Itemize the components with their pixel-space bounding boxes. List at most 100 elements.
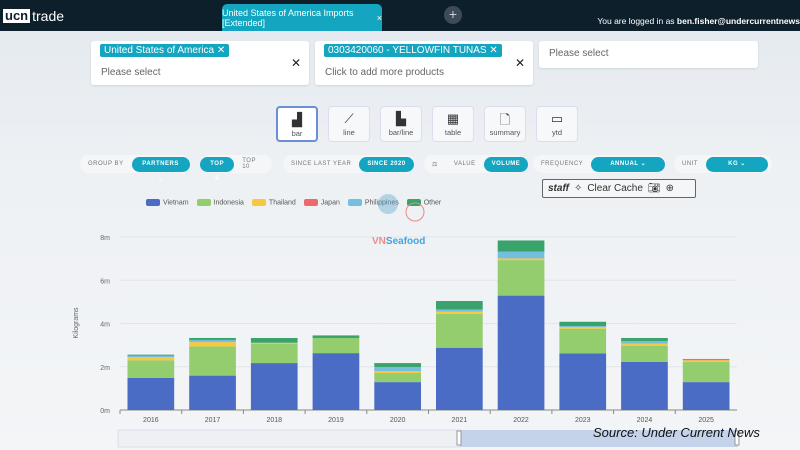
bar-segment-vietnam-2020[interactable] (374, 382, 421, 410)
bar-segment-philippines-2022[interactable] (497, 251, 545, 259)
bar-segment-other-2023[interactable] (559, 321, 607, 327)
bar-segment-vietnam-2025[interactable] (682, 382, 730, 410)
bar-segment-thailand-2024[interactable] (621, 343, 668, 346)
navigator-selection[interactable] (460, 430, 738, 447)
bar-segment-vietnam-2017[interactable] (189, 375, 236, 410)
bar-segment-other-2021[interactable] (436, 301, 483, 310)
bar-segment-thailand-2018[interactable] (250, 342, 298, 344)
chart-type-summary[interactable]: 🗋 summary (484, 106, 526, 142)
tab-usa-imports[interactable]: United States of America Imports [Extend… (222, 4, 382, 31)
bar-segment-philippines-2017[interactable] (189, 339, 236, 343)
since-last-year-button[interactable]: SINCE LAST YEAR (291, 161, 352, 167)
bar-segment-thailand-2016[interactable] (127, 357, 175, 361)
bar-segment-japan-2025[interactable] (682, 358, 730, 361)
partner-filter[interactable]: Please select (539, 41, 758, 68)
bar-segment-other-2018[interactable] (250, 337, 298, 343)
bar-segment-indonesia-2018[interactable] (250, 343, 298, 364)
bar-segment-thailand-2020[interactable] (374, 371, 421, 374)
bar-segment-indonesia-2017[interactable] (189, 346, 236, 376)
country-chip[interactable]: United States of America ✕ (100, 44, 230, 57)
group-by-select[interactable]: PARTNERS ⌄ (131, 156, 190, 182)
bar-segment-indonesia-2022[interactable] (497, 260, 545, 296)
bar-segment-thailand-2023[interactable] (559, 326, 607, 329)
bar-segment-philippines-2021[interactable] (436, 309, 483, 312)
clear-cache-button[interactable]: Clear Cache (587, 183, 643, 194)
bar-segment-indonesia-2020[interactable] (374, 373, 421, 383)
bar-segment-vietnam-2024[interactable] (621, 361, 668, 410)
bar-segment-indonesia-2024[interactable] (621, 345, 668, 362)
product-placeholder: Click to add more products (325, 67, 444, 78)
bar-segment-vietnam-2019[interactable] (312, 353, 360, 410)
source-caption: Source: Under Current News (593, 425, 760, 440)
table-icon: ▦ (446, 111, 460, 126)
x-tick-label: 2022 (513, 417, 529, 424)
value-button[interactable]: VALUE (453, 161, 476, 167)
bar-segment-vietnam-2023[interactable] (559, 353, 607, 410)
navigator-handle-right[interactable] (734, 430, 740, 446)
bar-segment-other-2024[interactable] (621, 337, 668, 342)
legend-swatch (406, 199, 421, 206)
x-tick-label: 2023 (575, 417, 591, 424)
chart-type-bar[interactable]: ▟ bar (276, 106, 318, 142)
y-tick-label: 8m (100, 235, 110, 242)
legend-item-vietnam[interactable]: Vietnam (146, 199, 189, 206)
bar-segment-thailand-2017[interactable] (189, 342, 236, 347)
bar-segment-thailand-2022[interactable] (497, 258, 545, 261)
clear-icon[interactable]: ✕ (515, 56, 526, 70)
bar-segment-vietnam-2022[interactable] (497, 295, 545, 410)
top5-button[interactable]: TOP 5 (200, 156, 235, 182)
close-icon[interactable]: × (376, 12, 382, 23)
bar-segment-other-2016[interactable] (127, 354, 175, 356)
bar-segment-other-2022[interactable] (497, 240, 545, 252)
legend-swatch (303, 199, 318, 206)
bar-segment-vietnam-2021[interactable] (436, 347, 483, 410)
legend-item-japan[interactable]: Japan (303, 199, 340, 206)
legend-swatch (146, 199, 160, 206)
ucn-trade-logo[interactable]: ucn trade (3, 8, 65, 24)
bar-segment-other-2017[interactable] (189, 337, 236, 340)
bar-segment-philippines-2023[interactable] (559, 326, 607, 327)
bar-segment-indonesia-2025[interactable] (682, 361, 730, 383)
chart-type-table[interactable]: ▦ table (432, 106, 474, 142)
country-filter[interactable]: United States of America ✕ Please select… (91, 41, 309, 85)
frequency-select[interactable]: ANNUAL ⌄ (591, 156, 666, 172)
y-tick-label: 0m (100, 408, 110, 415)
bar-segment-other-2020[interactable] (374, 363, 421, 367)
chart-type-line[interactable]: ⟋ line (328, 106, 370, 142)
bar-segment-vietnam-2016[interactable] (127, 377, 175, 410)
volume-button[interactable]: VOLUME (483, 156, 529, 172)
legend-item-indonesia[interactable]: Indonesia (196, 199, 244, 206)
bar-segment-indonesia-2023[interactable] (559, 328, 607, 354)
chart-type-ytd[interactable]: ▭ ytd (536, 106, 578, 142)
camera-icon[interactable]: 📷︎ (647, 183, 661, 194)
top10-button[interactable]: TOP 10 (242, 158, 256, 170)
sparkle-icon: ✧ (573, 183, 583, 194)
bar-segment-philippines-2024[interactable] (621, 341, 668, 344)
new-tab-button[interactable]: + (444, 6, 462, 24)
bar-segment-thailand-2025[interactable] (682, 360, 730, 362)
login-status: You are logged in as ben.fisher@undercur… (597, 16, 800, 26)
bar-segment-indonesia-2019[interactable] (312, 337, 360, 354)
legend-item-other[interactable]: Other (406, 199, 441, 206)
clear-icon[interactable]: ✕ (291, 56, 302, 70)
legend-item-thailand[interactable]: Thailand (251, 199, 296, 206)
bar-segment-philippines-2016[interactable] (127, 355, 175, 358)
bar-segment-indonesia-2021[interactable] (436, 313, 483, 348)
tab-label: United States of America Imports [Extend… (222, 7, 354, 28)
bar-segment-vietnam-2018[interactable] (250, 363, 298, 410)
navigator-track[interactable] (117, 429, 461, 448)
bar-segment-thailand-2021[interactable] (436, 311, 483, 314)
product-chip[interactable]: 0303420060 - YELLOWFIN TUNAS ✕ (324, 44, 502, 57)
add-circle-icon[interactable]: ⊕ (665, 183, 675, 194)
since-2020-button[interactable]: SINCE 2020 (359, 156, 414, 172)
unit-select[interactable]: KG ⌄ (706, 156, 768, 172)
chart-type-bar-line[interactable]: ▙ bar/line (380, 106, 422, 142)
legend-item-philippines[interactable]: Philippines (347, 199, 399, 206)
product-filter[interactable]: 0303420060 - YELLOWFIN TUNAS ✕ Click to … (315, 41, 533, 85)
x-tick-label: 2018 (266, 417, 282, 424)
legend-swatch (196, 199, 211, 206)
bar-segment-philippines-2020[interactable] (374, 366, 421, 372)
bar-segment-indonesia-2016[interactable] (127, 360, 175, 378)
bar-segment-other-2019[interactable] (312, 335, 360, 338)
navigator-handle-left[interactable] (456, 430, 462, 446)
